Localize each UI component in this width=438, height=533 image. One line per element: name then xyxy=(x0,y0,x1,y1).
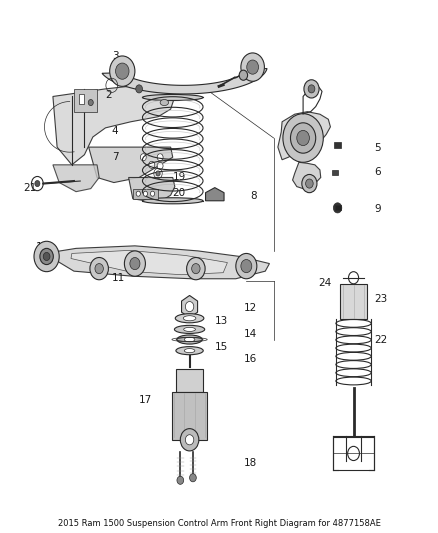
Text: 2: 2 xyxy=(105,91,112,100)
Polygon shape xyxy=(88,147,173,182)
Text: 7: 7 xyxy=(112,152,118,162)
Circle shape xyxy=(157,163,163,169)
FancyBboxPatch shape xyxy=(176,369,203,392)
Text: 24: 24 xyxy=(318,278,331,288)
FancyBboxPatch shape xyxy=(74,89,97,112)
Circle shape xyxy=(297,131,309,146)
FancyBboxPatch shape xyxy=(172,392,207,440)
Polygon shape xyxy=(182,295,198,318)
Ellipse shape xyxy=(184,327,195,332)
Polygon shape xyxy=(278,112,330,160)
Text: 1: 1 xyxy=(251,72,257,82)
Circle shape xyxy=(177,477,184,484)
Circle shape xyxy=(34,241,59,272)
Circle shape xyxy=(157,154,163,161)
Circle shape xyxy=(247,60,258,74)
Text: 9: 9 xyxy=(374,204,381,214)
Circle shape xyxy=(95,264,103,274)
Ellipse shape xyxy=(184,337,195,342)
Polygon shape xyxy=(53,165,99,192)
Text: 5: 5 xyxy=(374,143,381,153)
Circle shape xyxy=(239,70,247,80)
Circle shape xyxy=(180,429,199,451)
Circle shape xyxy=(40,248,53,264)
Circle shape xyxy=(236,254,257,279)
Circle shape xyxy=(290,123,316,153)
Ellipse shape xyxy=(184,349,195,353)
Circle shape xyxy=(140,154,146,161)
Circle shape xyxy=(43,253,50,261)
Ellipse shape xyxy=(142,198,203,204)
Circle shape xyxy=(110,56,135,86)
FancyBboxPatch shape xyxy=(332,170,338,175)
Ellipse shape xyxy=(175,314,204,323)
Ellipse shape xyxy=(183,316,196,321)
Circle shape xyxy=(241,53,265,82)
Text: 19: 19 xyxy=(173,173,186,182)
Text: 15: 15 xyxy=(215,342,228,352)
Text: 21: 21 xyxy=(24,183,37,192)
Circle shape xyxy=(136,191,140,196)
Circle shape xyxy=(192,264,200,274)
Circle shape xyxy=(156,171,160,176)
Circle shape xyxy=(283,114,323,163)
Text: 17: 17 xyxy=(139,395,152,405)
FancyBboxPatch shape xyxy=(334,142,340,148)
Polygon shape xyxy=(71,251,227,274)
Ellipse shape xyxy=(177,335,202,344)
Circle shape xyxy=(308,85,315,93)
Ellipse shape xyxy=(174,325,205,334)
Text: 6: 6 xyxy=(374,167,381,177)
Circle shape xyxy=(130,257,140,270)
Circle shape xyxy=(143,191,148,196)
FancyBboxPatch shape xyxy=(133,189,158,199)
Circle shape xyxy=(151,191,155,196)
Polygon shape xyxy=(45,246,269,279)
Text: 8: 8 xyxy=(251,191,257,201)
Circle shape xyxy=(90,257,109,280)
Circle shape xyxy=(149,161,155,168)
Circle shape xyxy=(304,80,319,98)
Text: 20: 20 xyxy=(173,188,186,198)
Circle shape xyxy=(185,435,194,445)
Circle shape xyxy=(185,302,194,312)
Text: 18: 18 xyxy=(244,458,258,468)
Circle shape xyxy=(116,63,129,79)
Circle shape xyxy=(190,474,196,482)
Polygon shape xyxy=(129,177,175,203)
Circle shape xyxy=(136,85,142,93)
Text: 2015 Ram 1500 Suspension Control Arm Front Right Diagram for 4877158AE: 2015 Ram 1500 Suspension Control Arm Fro… xyxy=(57,519,381,528)
Ellipse shape xyxy=(176,346,203,355)
Polygon shape xyxy=(102,69,267,94)
Polygon shape xyxy=(293,163,321,189)
Text: 13: 13 xyxy=(215,316,228,326)
Text: 3: 3 xyxy=(112,51,118,61)
Circle shape xyxy=(302,174,317,193)
Polygon shape xyxy=(53,86,175,165)
Text: 23: 23 xyxy=(374,294,388,304)
Text: 16: 16 xyxy=(244,354,258,364)
Ellipse shape xyxy=(160,100,169,106)
Text: 22: 22 xyxy=(374,335,388,344)
Text: 4: 4 xyxy=(112,126,118,136)
Text: 11: 11 xyxy=(112,273,125,282)
Circle shape xyxy=(306,179,313,188)
FancyBboxPatch shape xyxy=(335,205,341,211)
FancyBboxPatch shape xyxy=(340,284,367,319)
Text: 10: 10 xyxy=(36,243,49,252)
Text: 14: 14 xyxy=(244,329,258,340)
Circle shape xyxy=(333,203,342,213)
Circle shape xyxy=(35,181,40,187)
Circle shape xyxy=(88,100,93,106)
Ellipse shape xyxy=(142,94,203,101)
Circle shape xyxy=(124,251,145,276)
Text: 12: 12 xyxy=(244,303,258,313)
Circle shape xyxy=(187,257,205,280)
Circle shape xyxy=(241,260,252,273)
Polygon shape xyxy=(205,188,224,201)
FancyBboxPatch shape xyxy=(79,94,84,104)
